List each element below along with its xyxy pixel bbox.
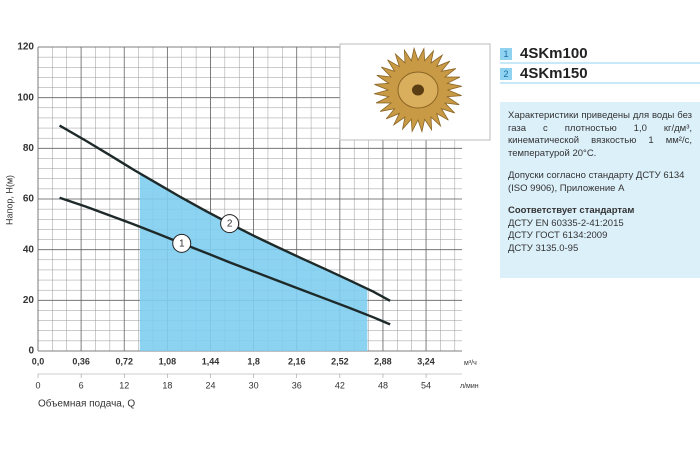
- standard: ДСТУ 3135.0-95: [508, 242, 579, 254]
- legend-swatch: [500, 68, 512, 80]
- x-tick-label: 2,16: [288, 356, 306, 366]
- y-tick-label: 80: [23, 143, 35, 154]
- description: Характеристики приведены для воды без га…: [508, 110, 692, 159]
- legend-number: 2: [503, 69, 508, 79]
- x2-tick-label: 18: [162, 380, 172, 390]
- curve-marker-label: 2: [227, 219, 233, 230]
- curve-marker-label: 1: [179, 238, 185, 249]
- x2-tick-label: 48: [378, 380, 388, 390]
- y-tick-label: 120: [17, 42, 34, 53]
- x-tick-label: 1,8: [247, 356, 260, 366]
- x2-tick-label: 6: [79, 380, 84, 390]
- x-tick-label: 2,52: [331, 356, 349, 366]
- x-tick-label: 2,88: [374, 356, 392, 366]
- y-tick-label: 20: [23, 295, 35, 306]
- y-axis-label: Напор, H(м): [4, 175, 14, 225]
- x-tick-label: 1,08: [159, 356, 177, 366]
- x2-tick-label: 12: [119, 380, 129, 390]
- y-tick-label: 60: [23, 194, 35, 205]
- operating-range: [139, 173, 368, 351]
- x-tick-label: 3,24: [417, 356, 435, 366]
- y-tick-label: 100: [17, 92, 34, 103]
- x2-tick-label: 30: [249, 380, 259, 390]
- marks: 12: [58, 124, 391, 351]
- legend-label: 4SKm150: [520, 65, 588, 82]
- standard: ДСТУ ГОСТ 6134:2009: [508, 230, 608, 241]
- x-tick-label: 0,72: [115, 356, 133, 366]
- standard: ДСТУ EN 60335-2-41:2015: [508, 217, 624, 229]
- x-unit: м³/ч: [464, 360, 477, 367]
- info-panel: Характеристики приведены для воды без га…: [500, 102, 700, 278]
- x2-tick-label: 54: [421, 380, 431, 390]
- x2-tick-label: 36: [292, 380, 302, 390]
- standards-title: Соответствует стандартам: [508, 205, 635, 216]
- y-tick-label: 40: [23, 244, 35, 255]
- tolerance: Допуски согласно стандарту ДСТУ 6134 (IS…: [508, 170, 685, 194]
- x-axis-label: Объемная подача, Q: [38, 398, 135, 410]
- x2-tick-label: 24: [205, 380, 215, 390]
- x-tick-label: 1,44: [202, 356, 220, 366]
- x2-tick-label: 42: [335, 380, 345, 390]
- impeller-hole: [412, 84, 424, 96]
- y-tick-label: 0: [28, 346, 34, 357]
- x-tick-label: 0,36: [72, 356, 90, 366]
- x2-tick-label: 0: [35, 380, 40, 390]
- legend-number: 1: [503, 49, 508, 59]
- impeller-photo: [374, 46, 462, 134]
- curve: [59, 196, 391, 326]
- x2-unit: л/мин: [460, 383, 479, 390]
- curve-marker: [220, 214, 240, 234]
- legend-label: 4SKm100: [520, 45, 588, 62]
- legend-swatch: [500, 48, 512, 60]
- x-tick-label: 0,0: [32, 356, 45, 366]
- curve-marker: [172, 233, 192, 253]
